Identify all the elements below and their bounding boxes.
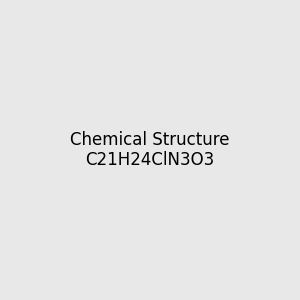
Text: Chemical Structure
C21H24ClN3O3: Chemical Structure C21H24ClN3O3 bbox=[70, 130, 230, 170]
